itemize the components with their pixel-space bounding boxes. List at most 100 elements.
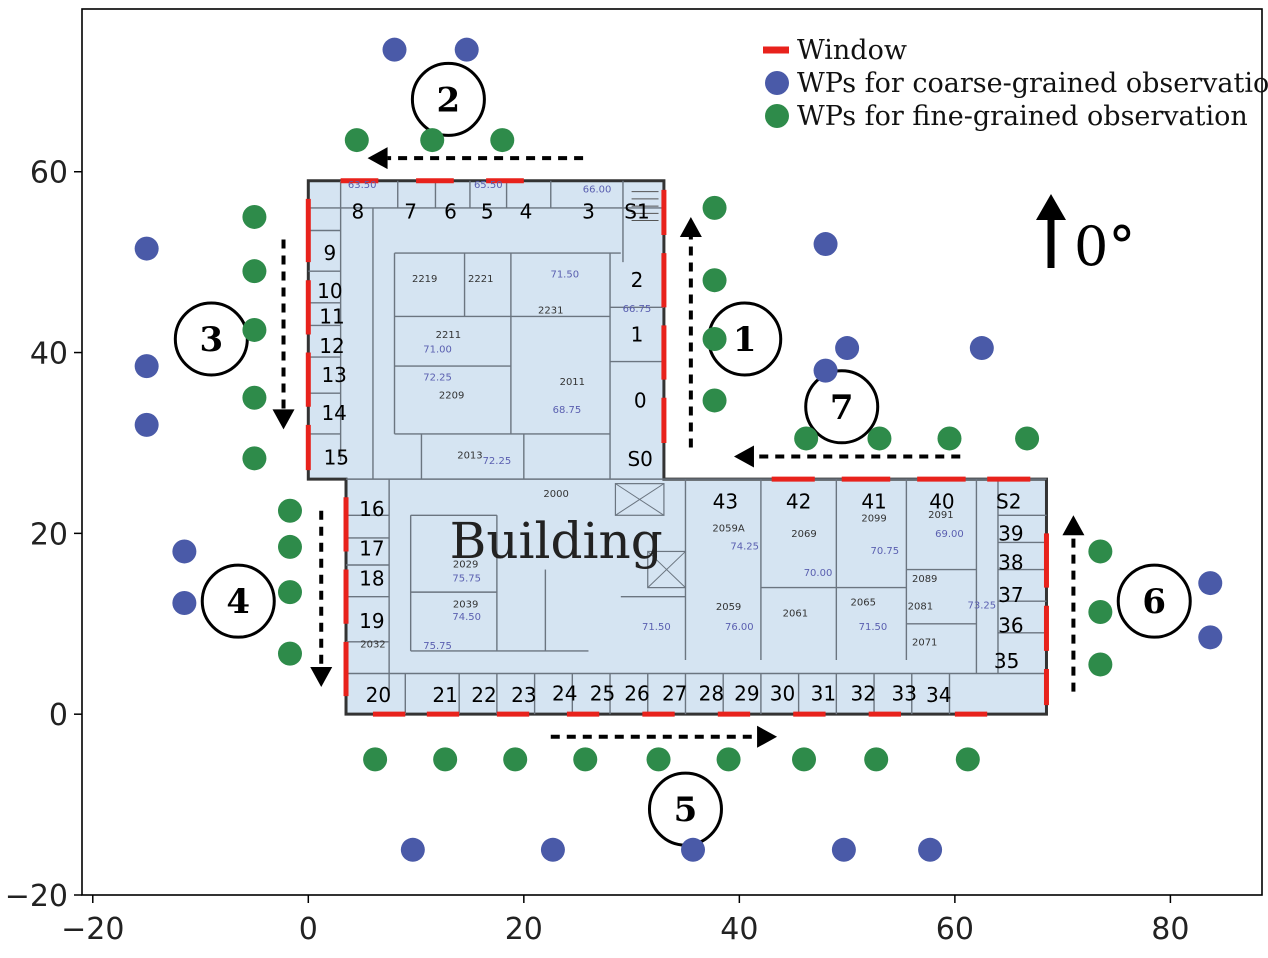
waypoint-marker [540, 837, 565, 862]
waypoint-marker [702, 268, 727, 293]
north-indicator: 0° [1036, 194, 1135, 278]
plan-room-number: 2039 [453, 600, 478, 611]
room-label: S0 [627, 447, 652, 471]
room-label: 12 [319, 334, 344, 358]
room-label: 19 [359, 609, 384, 633]
route-number-label: 6 [1142, 582, 1166, 622]
waypoint-marker [503, 747, 528, 772]
waypoint-marker [1088, 652, 1113, 677]
plan-elevation-value: 65.50 [474, 180, 503, 191]
route-number-label: 3 [199, 320, 223, 360]
legend-point-swatch [765, 104, 789, 128]
waypoint-marker [1015, 426, 1040, 451]
room-label: 30 [770, 681, 795, 705]
room-label: 10 [317, 279, 342, 303]
x-tick-label: 20 [505, 912, 543, 947]
waypoint-marker [681, 837, 706, 862]
plan-room-number: 2231 [538, 306, 563, 317]
plan-elevation-value: 71.00 [423, 345, 452, 356]
plan-elevation-value: 66.00 [583, 185, 612, 196]
room-label: 1 [631, 322, 644, 346]
x-tick-label: 60 [936, 912, 974, 947]
elevator-shaft [647, 550, 687, 589]
legend-entry-label: Window [797, 35, 907, 66]
plan-elevation-value: 73.25 [967, 600, 996, 611]
waypoint-marker [400, 837, 425, 862]
route-arrow-head [272, 409, 295, 430]
room-label: 8 [352, 200, 365, 224]
plan-room-number: 2029 [453, 560, 478, 571]
plan-elevation-value: 71.50 [550, 270, 579, 281]
route-number-circle [410, 61, 486, 137]
plan-room-number: 2013 [457, 450, 482, 461]
plan-room-number: 2011 [560, 377, 585, 388]
route-number-circle [200, 563, 276, 639]
room-label: 35 [994, 649, 1019, 673]
waypoint-marker [277, 641, 302, 666]
waypoint-marker [277, 534, 302, 559]
waypoint-marker [382, 37, 407, 62]
room-label: 11 [319, 304, 344, 328]
room-label: 38 [998, 550, 1023, 574]
waypoint-marker [864, 747, 889, 772]
waypoint-marker [813, 232, 838, 257]
plan-room-number: 2211 [436, 330, 461, 341]
waypoint-marker [1198, 571, 1223, 596]
plot-frame [81, 8, 1263, 896]
plan-elevation-value: 74.25 [730, 542, 759, 553]
room-label: 21 [432, 683, 457, 707]
room-label: 22 [471, 683, 496, 707]
plan-elevation-value: 76.00 [725, 622, 754, 633]
room-label: 6 [444, 200, 457, 224]
room-label: 27 [662, 681, 687, 705]
plan-room-number: 2000 [543, 489, 568, 500]
waypoint-marker [172, 539, 197, 564]
route-number-label: 2 [437, 80, 461, 120]
waypoint-marker [433, 747, 458, 772]
waypoint-marker [344, 128, 369, 153]
waypoint-marker [969, 336, 994, 361]
room-label: 33 [892, 681, 917, 705]
plan-elevation-value: 71.50 [859, 622, 888, 633]
elevator-cross [615, 483, 665, 516]
plan-elevation-value: 72.25 [483, 456, 512, 467]
plan-room-number: 2071 [912, 637, 937, 648]
plan-elevation-value: 70.00 [804, 568, 833, 579]
waypoint-marker [242, 446, 267, 471]
y-tick-label: 0 [49, 698, 68, 733]
legend-point-swatch [765, 71, 789, 95]
route-number-label: 4 [226, 582, 250, 622]
plan-elevation-value: 71.50 [642, 622, 671, 633]
plan-room-number: 2061 [783, 609, 808, 620]
route-number-label: 7 [830, 388, 854, 428]
waypoint-marker [363, 747, 388, 772]
room-label: 26 [624, 681, 649, 705]
waypoint-marker [792, 747, 817, 772]
plan-room-number: 2059A [712, 524, 744, 535]
room-label: 25 [590, 681, 615, 705]
room-label: 9 [323, 241, 336, 265]
route-arrow-head [367, 147, 388, 170]
room-label: 29 [734, 681, 759, 705]
room-label: 39 [998, 521, 1023, 545]
plan-room-number: 2209 [439, 391, 464, 402]
y-tick-label: −20 [5, 879, 68, 914]
route-number-circle [804, 369, 880, 445]
waypoints [134, 37, 1223, 862]
waypoint-marker [573, 747, 598, 772]
waypoint-marker [646, 747, 671, 772]
plan-elevation-value: 72.25 [423, 373, 452, 384]
plan-room-number: 2032 [360, 639, 385, 650]
window-segments [305, 178, 1049, 717]
waypoint-marker [277, 580, 302, 605]
route-arrow-head [757, 725, 778, 748]
waypoint-marker [702, 326, 727, 351]
room-label: 43 [713, 490, 738, 514]
room-label: 37 [998, 583, 1023, 607]
y-tick-label: 20 [30, 517, 68, 552]
room-label: 32 [851, 681, 876, 705]
